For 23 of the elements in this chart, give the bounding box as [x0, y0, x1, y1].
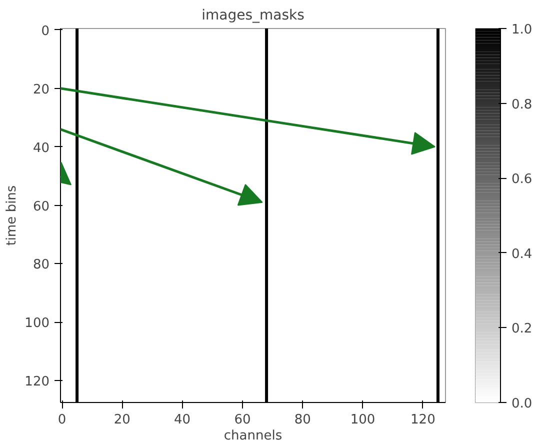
color-bar-label: 0.6 [512, 172, 532, 188]
chart-title: images_masks [202, 8, 304, 24]
color-bar-label: 0.8 [512, 97, 532, 112]
x-tick-label: 60 [234, 412, 251, 428]
x-tick-label: 40 [174, 412, 191, 428]
color-bar-label: 0.0 [512, 396, 532, 412]
color-bar-label: 1.0 [512, 22, 532, 38]
x-tick-label: 120 [410, 412, 436, 428]
x-tick-label: 20 [114, 412, 130, 428]
y-tick-label: 120 [24, 374, 50, 390]
x-tick-label: 100 [350, 412, 376, 428]
y-axis-title: time bins [4, 185, 20, 246]
x-tick-label: 0 [58, 412, 66, 428]
x-tick-label: 80 [294, 412, 311, 428]
y-tick-label: 80 [32, 258, 50, 273]
x-axis-title: channels [224, 428, 282, 444]
y-tick-label: 100 [24, 316, 50, 332]
y-tick-label: 40 [32, 140, 50, 156]
y-tick-label: 0 [41, 24, 50, 39]
y-tick-label: 60 [32, 199, 50, 214]
color-bar-label: 0.2 [512, 322, 532, 337]
color-bar-label: 0.4 [512, 246, 532, 262]
y-tick-label: 20 [32, 82, 50, 98]
